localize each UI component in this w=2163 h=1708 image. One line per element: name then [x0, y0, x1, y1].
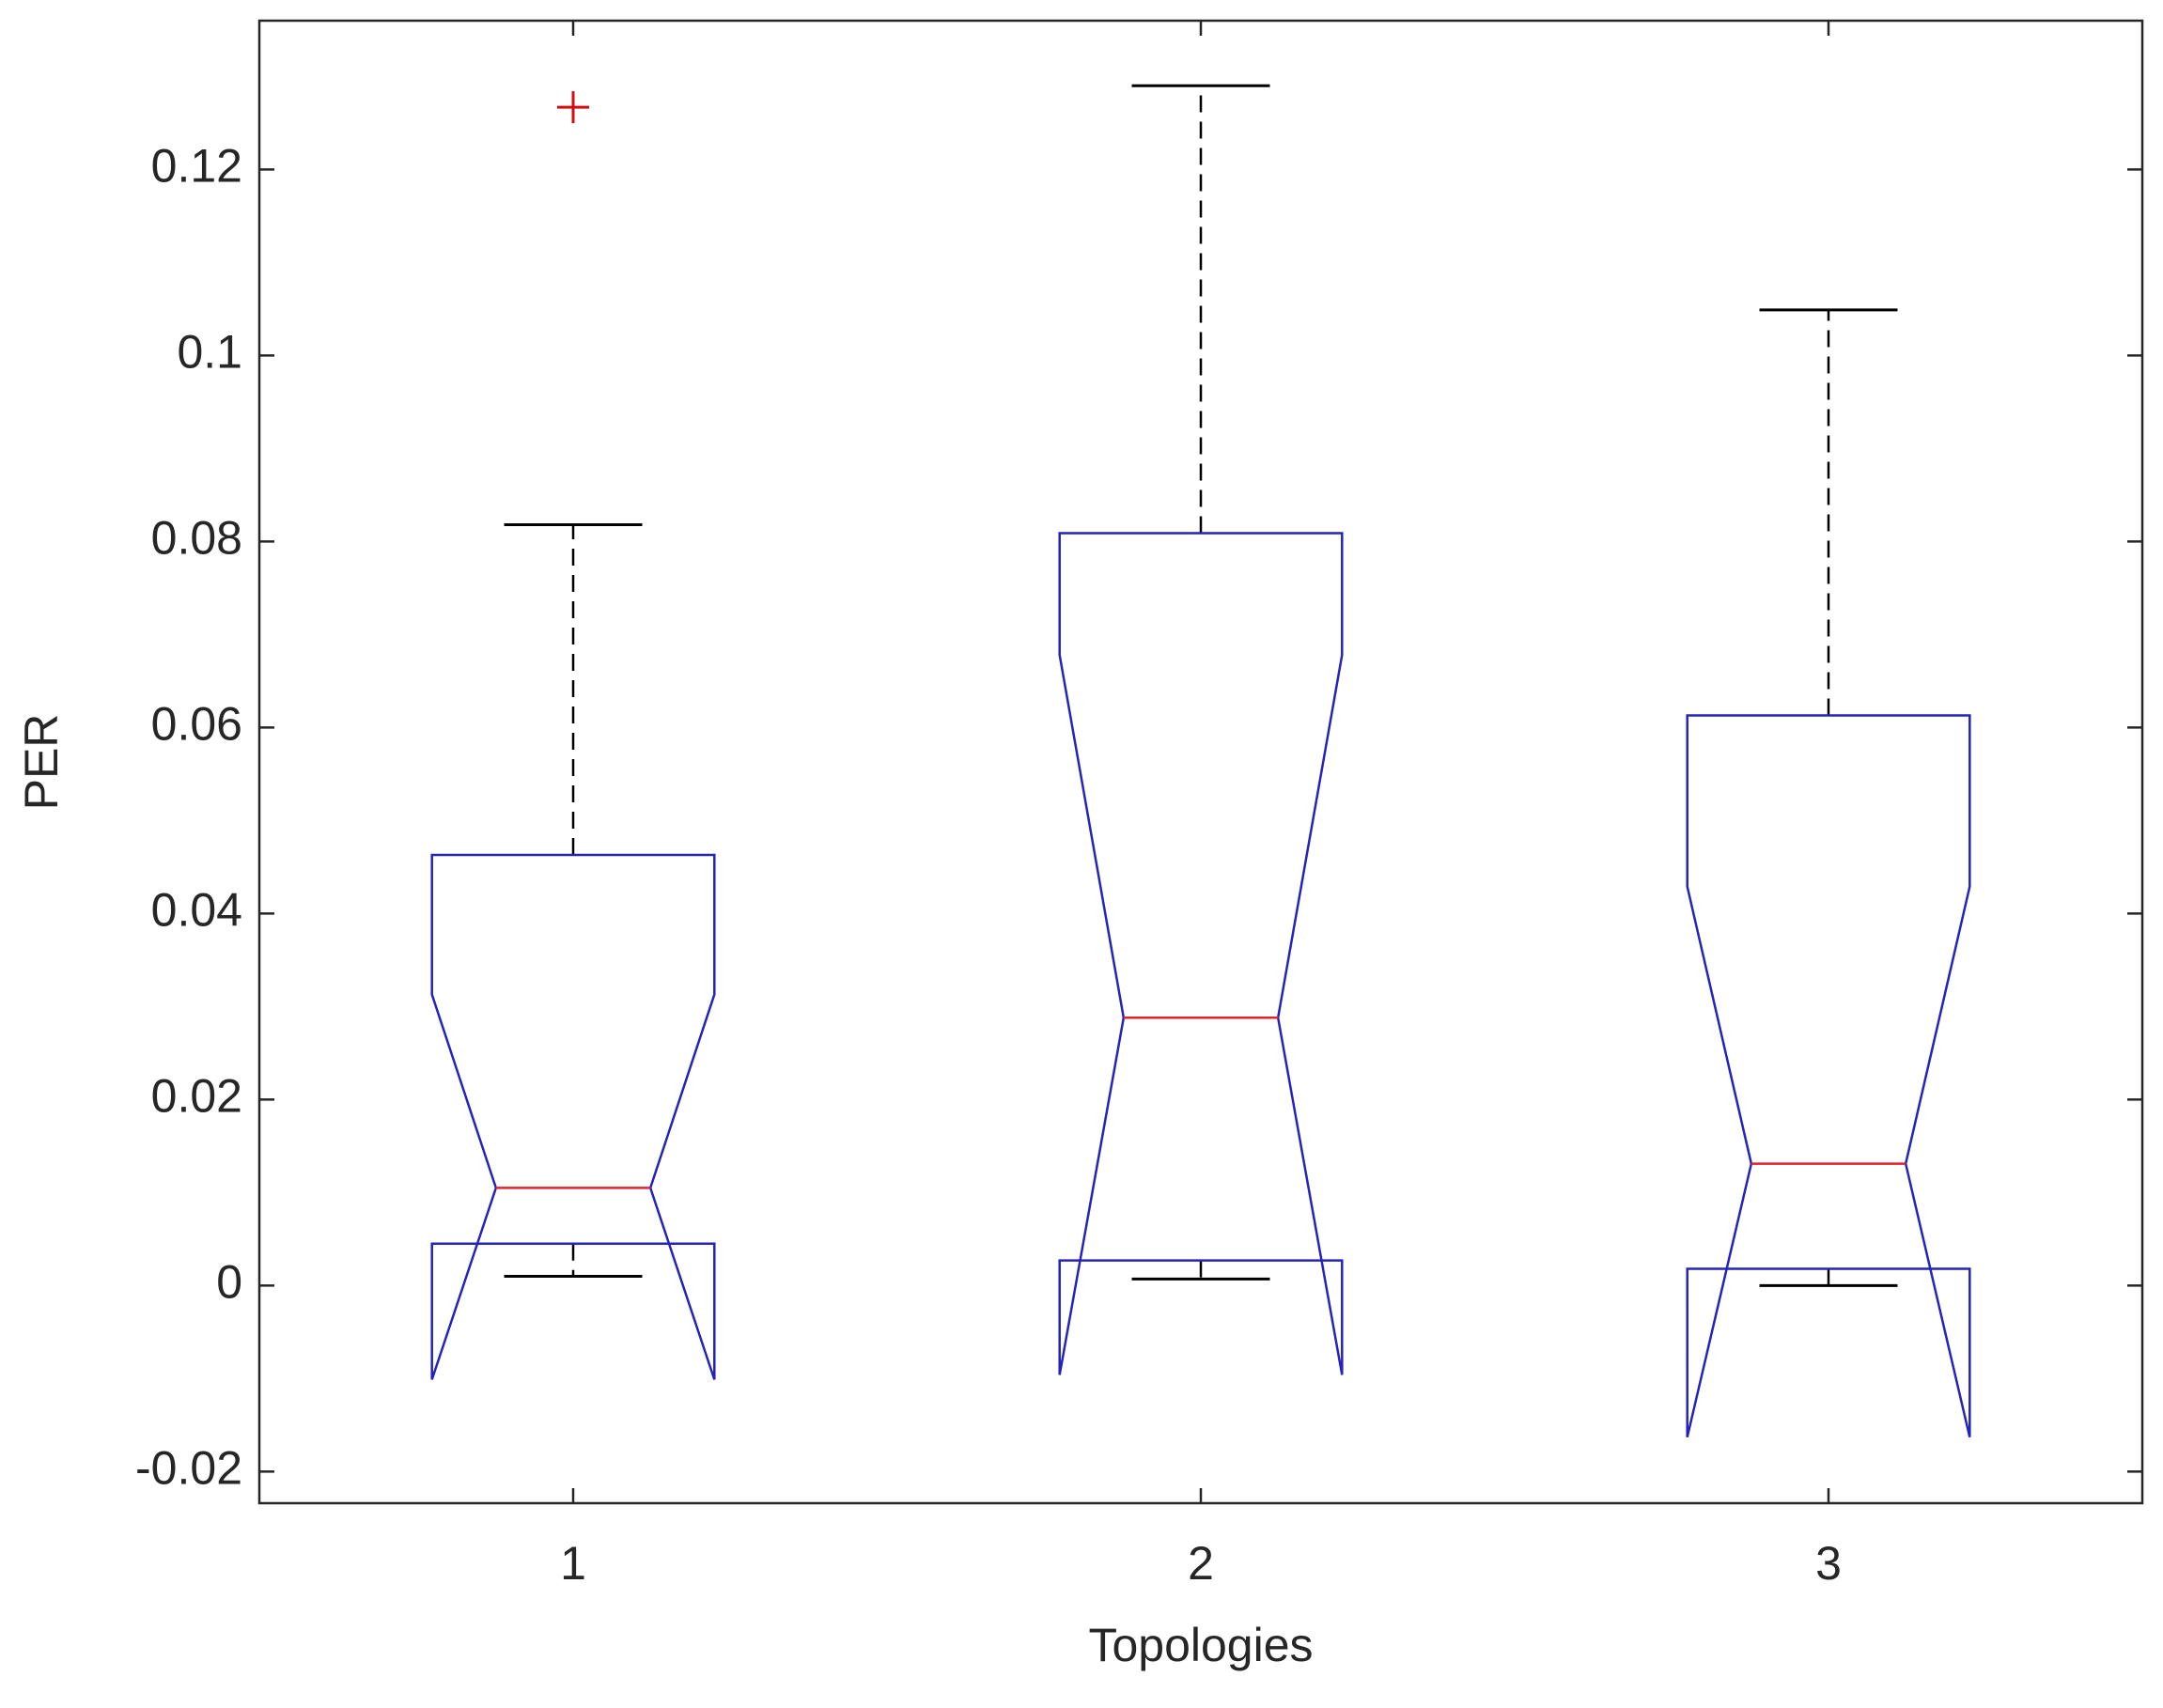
outlier	[557, 91, 589, 124]
box	[1686, 714, 1971, 1437]
y-tick-label: -0.02	[135, 1442, 242, 1495]
x-tick-label: 3	[1815, 1537, 1842, 1590]
y-tick-label: 0.06	[151, 698, 242, 751]
y-tick-label: 0.04	[151, 884, 242, 937]
y-axis-label: PER	[15, 714, 68, 811]
x-tick-label: 1	[560, 1537, 586, 1590]
box	[1058, 532, 1344, 1375]
y-tick-label: 0.02	[151, 1070, 242, 1123]
x-axis-label: Topologies	[1088, 1619, 1313, 1671]
y-tick-label: 0.1	[177, 326, 242, 379]
y-tick-label: 0.08	[151, 512, 242, 565]
x-tick-label: 2	[1188, 1537, 1214, 1590]
box	[430, 853, 716, 1380]
y-tick-label: 0	[216, 1256, 242, 1309]
y-tick-label: 0.12	[151, 140, 242, 193]
